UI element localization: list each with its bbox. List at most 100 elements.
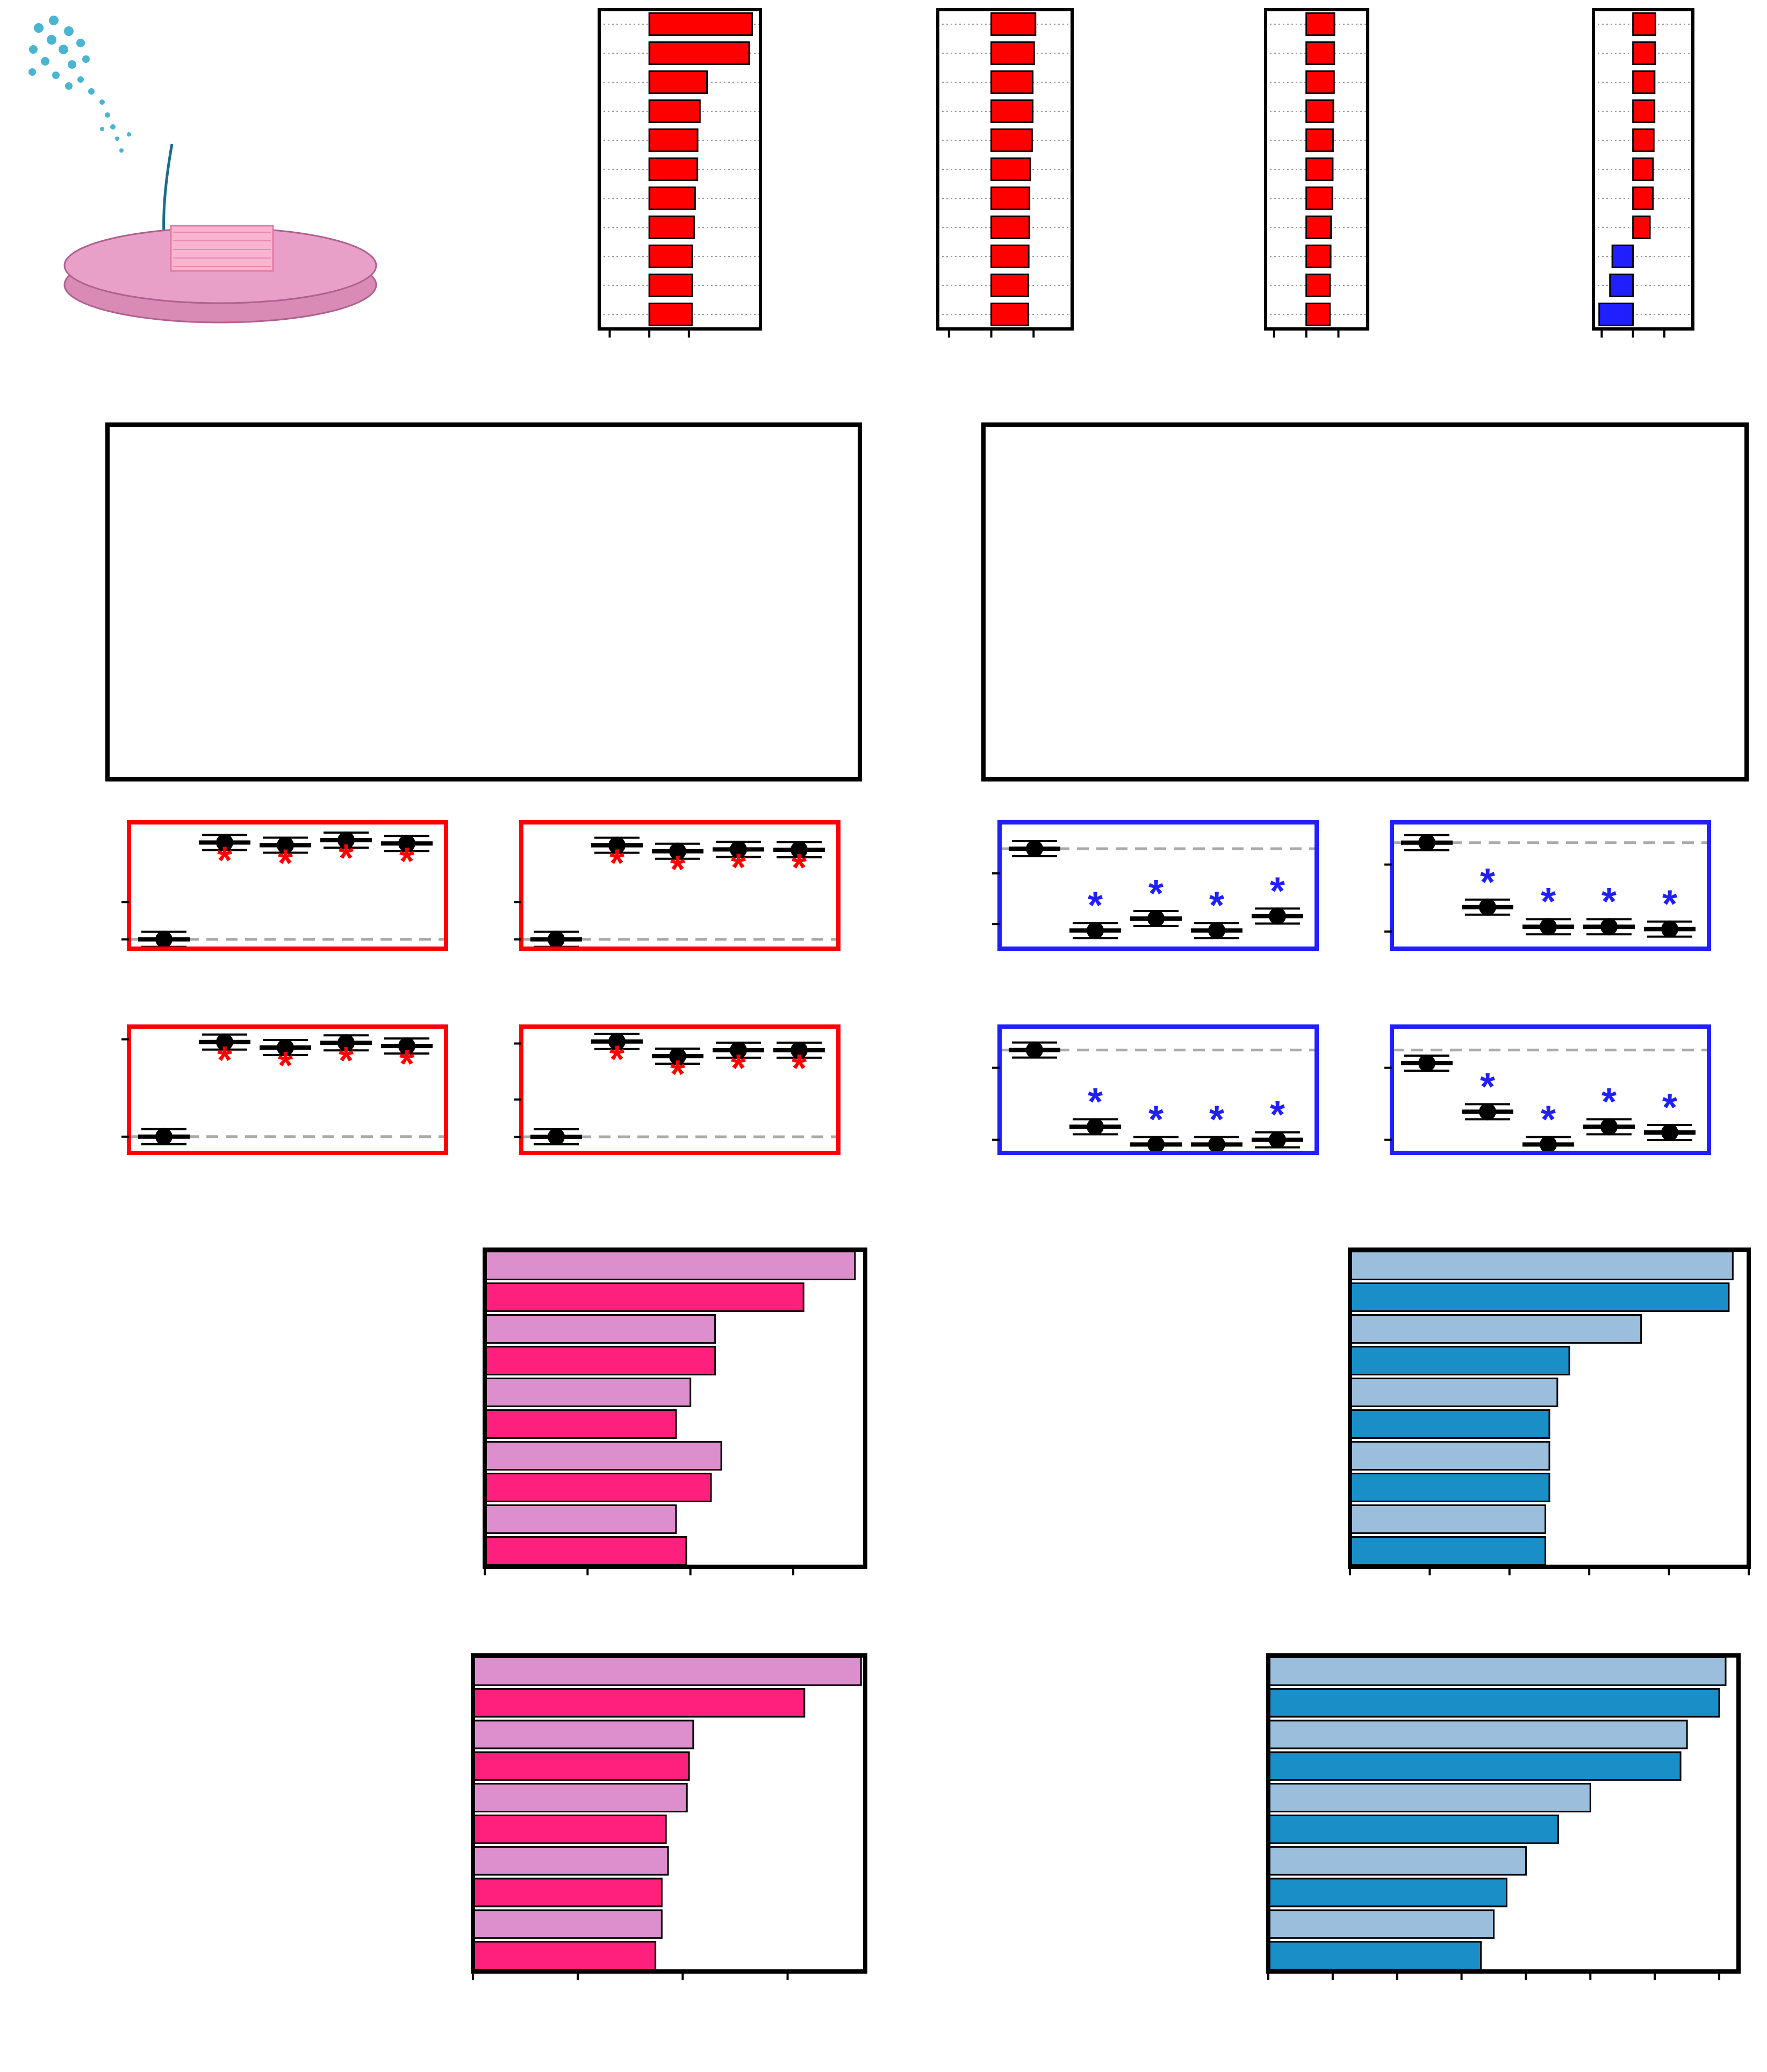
group-mean-point: [277, 836, 294, 854]
dotplot-frame: [997, 1024, 1319, 1155]
enrichment-frame: [471, 1653, 867, 1974]
panel-a-illustration: [28, 16, 377, 324]
cytokine-dot: [59, 45, 68, 54]
enrichment-bar: [1267, 1783, 1591, 1812]
enrichment-bar: [1349, 1251, 1734, 1280]
fold-change-bar: [648, 186, 696, 211]
significance-star: *: [1209, 1098, 1224, 1141]
fold-change-bar: [990, 186, 1031, 211]
group-mean-point: [1600, 918, 1618, 936]
panel-d-decreased-word-cloud: [981, 422, 1749, 782]
enrichment-bar: [1267, 1719, 1688, 1750]
enrichment-frame: [1348, 1247, 1751, 1569]
group-mean-point: [1026, 1041, 1043, 1059]
fold-change-bar: [648, 157, 699, 182]
enrichment-bar: [484, 1251, 856, 1280]
cytokine-dot: [65, 82, 73, 90]
group-mean-point: [1147, 909, 1165, 927]
cloud-frame: [981, 422, 1749, 782]
dotplot-frame: [1390, 1024, 1711, 1155]
enrichment-bar: [472, 1751, 690, 1781]
group-mean-point: [1479, 1103, 1496, 1121]
significance-star: *: [1662, 1086, 1677, 1129]
rhe-tissue: [170, 225, 274, 272]
fold-change-bar: [1632, 186, 1654, 211]
significance-star: *: [670, 848, 685, 891]
fold-change-bar: [648, 99, 701, 124]
significance-star: *: [1541, 1098, 1556, 1141]
group-mean-point: [1661, 1123, 1678, 1141]
group-mean-point: [1600, 1118, 1618, 1136]
group-mean-point: [1026, 840, 1043, 858]
fold-change-bar: [1305, 128, 1334, 153]
cytokine-dot: [64, 26, 74, 36]
fold-change-bar: [990, 302, 1029, 327]
fold-change-bar: [648, 12, 753, 37]
significance-star: *: [399, 1043, 414, 1086]
significance-star: *: [1148, 1098, 1163, 1141]
significance-star: *: [1209, 884, 1224, 927]
enrichment-bar: [1349, 1473, 1550, 1502]
group-mean-point: [1418, 834, 1435, 851]
enrichment-bar: [484, 1409, 677, 1439]
fold-change-bar: [990, 99, 1034, 124]
fold-change-bar: [1305, 302, 1331, 327]
significance-star: *: [1270, 870, 1285, 913]
enrichment-bar: [484, 1441, 722, 1471]
significance-star: *: [1088, 884, 1103, 927]
enrichment-bar: [1349, 1378, 1558, 1407]
fold-change-bar: [1611, 244, 1634, 269]
fold-change-bar: [990, 128, 1033, 153]
fold-change-bar: [1632, 128, 1655, 153]
enrichment-bar: [484, 1473, 712, 1502]
fold-change-bar: [990, 41, 1035, 66]
fold-change-bar: [1305, 12, 1335, 37]
group-mean-point: [1087, 922, 1104, 940]
enrichment-frame: [1266, 1653, 1741, 1974]
significance-star: *: [670, 1053, 685, 1096]
enrichment-bar: [472, 1719, 694, 1750]
enrichment-bar: [472, 1815, 667, 1844]
cytokine-dot: [100, 127, 104, 131]
fold-change-bar: [1632, 70, 1656, 95]
fold-change-bar: [1598, 302, 1634, 327]
significance-star: *: [1601, 1080, 1617, 1123]
group-mean-point: [337, 1034, 355, 1052]
significance-star: *: [278, 1044, 293, 1087]
dotplot-frame: [127, 820, 448, 951]
fold-change-bar: [648, 70, 708, 95]
group-mean-point: [1269, 1131, 1286, 1149]
dotplot-frame: [519, 820, 841, 951]
plot-frame: [1592, 8, 1694, 331]
group-mean-point: [548, 930, 565, 948]
significance-star: *: [217, 840, 232, 883]
significance-star: *: [1270, 1094, 1285, 1137]
enrichment-bar: [484, 1314, 716, 1344]
group-mean-point: [1087, 1118, 1104, 1136]
panel-b-fold-change-bars: [598, 8, 1694, 338]
cytokine-dot: [76, 39, 85, 47]
enrichment-bar: [1349, 1282, 1730, 1312]
enrichment-bar: [1267, 1909, 1495, 1939]
panel-e-f-dot-plots: * * * * * * * * * * * * * * * * * * * * * * * * * * * * * * * *: [121, 820, 1711, 1155]
group-mean-point: [669, 842, 686, 860]
cytokine-dot: [77, 76, 84, 83]
cytokine-dot: [52, 71, 60, 79]
group-mean-point: [791, 841, 808, 859]
enrichment-bar: [1349, 1346, 1570, 1375]
dotplot-frame: [1390, 820, 1711, 951]
significance-star: *: [1480, 861, 1495, 904]
fold-change-bar: [648, 41, 750, 66]
cytokine-dot: [119, 148, 124, 153]
plot-frame: [936, 8, 1074, 331]
dotplot-frame: [127, 1024, 448, 1155]
group-mean-point: [1269, 907, 1286, 925]
fold-change-bar: [990, 157, 1031, 182]
enrichment-bar: [1267, 1815, 1559, 1844]
enrichment-bar: [1267, 1751, 1682, 1781]
fold-change-bar: [1305, 70, 1335, 95]
group-mean-point: [608, 836, 626, 854]
group-mean-point: [730, 841, 747, 858]
enrichment-bar: [1349, 1314, 1642, 1344]
